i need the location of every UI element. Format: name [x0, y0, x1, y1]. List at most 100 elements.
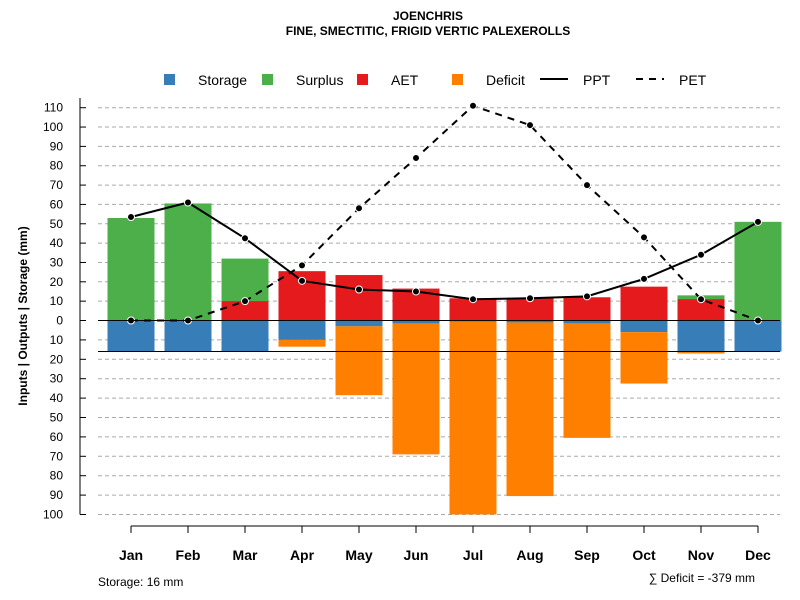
bar-deficit [620, 332, 668, 384]
x-tick-label: Jul [463, 547, 483, 563]
bar-surplus [734, 221, 782, 321]
ppt-point [127, 213, 135, 222]
x-tick-label: Aug [516, 547, 543, 563]
pet-point [298, 261, 306, 270]
bar-deficit [335, 326, 383, 396]
y-tick-label: 110 [44, 101, 63, 115]
ppt-point [754, 217, 762, 226]
bar-aet [506, 298, 554, 321]
bar-storage [107, 320, 155, 352]
ppt-point [355, 285, 363, 294]
y-tick-label: 10 [50, 294, 64, 308]
ppt-point [640, 274, 648, 283]
bar-aet [449, 298, 497, 321]
x-tick-label: Dec [745, 547, 771, 563]
y-tick-label: 30 [50, 255, 64, 269]
y-tick-label: 90 [50, 139, 64, 153]
pet-point [526, 121, 534, 130]
bar-deficit [392, 323, 440, 455]
legend-aet-label: AET [391, 72, 419, 88]
ppt-point [583, 292, 591, 301]
axes-layer: 1101009080706050403020100102030405060708… [43, 98, 780, 563]
bar-aet [620, 286, 668, 321]
legend-surplus-label: Surplus [296, 72, 343, 88]
x-tick-label: Mar [233, 547, 258, 563]
ppt-point [697, 250, 705, 259]
ppt-point [469, 295, 477, 304]
bar-aet [677, 299, 725, 321]
y-tick-label: 80 [50, 159, 64, 173]
y-tick-label: 20 [50, 275, 64, 289]
y-tick-label: 90 [50, 488, 64, 502]
ppt-point [241, 234, 249, 243]
bar-storage [392, 320, 440, 324]
ppt-point [184, 198, 192, 207]
bar-storage [734, 320, 782, 352]
y-tick-label: 70 [50, 178, 64, 192]
pet-point [697, 295, 705, 304]
ppt-point [526, 294, 534, 303]
legend-deficit-swatch [452, 74, 463, 85]
y-tick-label: 30 [50, 372, 64, 386]
x-tick-label: Nov [688, 547, 715, 563]
y-tick-label: 10 [50, 333, 64, 347]
bar-aet [335, 275, 383, 321]
pet-point [640, 233, 648, 242]
y-tick-label: 0 [56, 314, 63, 328]
bar-deficit [677, 351, 725, 354]
y-tick-label: 20 [50, 352, 64, 366]
bar-storage [221, 320, 269, 352]
bar-surplus [164, 203, 212, 321]
x-tick-label: Sep [574, 547, 600, 563]
bar-deficit [563, 323, 611, 438]
y-tick-label: 40 [50, 236, 64, 250]
x-tick-label: May [345, 547, 372, 563]
y-tick-label: 60 [50, 430, 64, 444]
pet-point [412, 154, 420, 163]
chart-subtitle: FINE, SMECTITIC, FRIGID VERTIC PALEXEROL… [286, 24, 570, 38]
y-tick-label: 70 [50, 449, 64, 463]
y-tick-label: 60 [50, 197, 64, 211]
bar-storage [563, 320, 611, 324]
pet-line [131, 104, 759, 322]
bar-deficit [449, 321, 497, 515]
pet-point [355, 204, 363, 213]
legend-pet-label: PET [679, 72, 707, 88]
x-tick-label: Apr [290, 547, 315, 563]
x-tick-label: Jun [404, 547, 429, 563]
y-tick-label: 80 [50, 469, 64, 483]
pet-point [469, 101, 477, 110]
pet-point [583, 181, 591, 190]
y-tick-label: 100 [43, 508, 63, 522]
storage-note: Storage: 16 mm [98, 575, 183, 589]
bar-storage [620, 320, 668, 333]
deficit-note: ∑ Deficit = -379 mm [649, 571, 755, 585]
ppt-point [298, 276, 306, 285]
legend-storage-label: Storage [198, 72, 247, 88]
bar-storage [278, 320, 326, 340]
y-tick-label: 50 [50, 411, 64, 425]
bar-storage [677, 320, 725, 352]
y-axis-label: Inputs | Outputs | Storage (mm) [16, 226, 30, 405]
x-tick-label: Oct [632, 547, 656, 563]
ppt-line [130, 201, 759, 301]
bar-deficit [278, 339, 326, 347]
bar-deficit [506, 322, 554, 497]
bar-aet [563, 297, 611, 321]
x-tick-label: Jan [119, 547, 143, 563]
x-tick-label: Feb [176, 547, 201, 563]
lines-layer [127, 101, 762, 325]
bar-storage [506, 320, 554, 323]
legend-surplus-swatch [262, 74, 273, 85]
legend-aet-swatch [357, 74, 368, 85]
y-tick-label: 100 [43, 120, 63, 134]
legend-storage-swatch [164, 74, 175, 85]
ppt-point [412, 287, 420, 296]
bar-storage [164, 320, 212, 352]
y-tick-label: 50 [50, 217, 64, 231]
chart-legend: Storage Surplus AET Deficit PPT PET [164, 72, 707, 88]
legend-deficit-label: Deficit [486, 72, 525, 88]
y-tick-label: 40 [50, 391, 64, 405]
bar-surplus [107, 217, 155, 321]
